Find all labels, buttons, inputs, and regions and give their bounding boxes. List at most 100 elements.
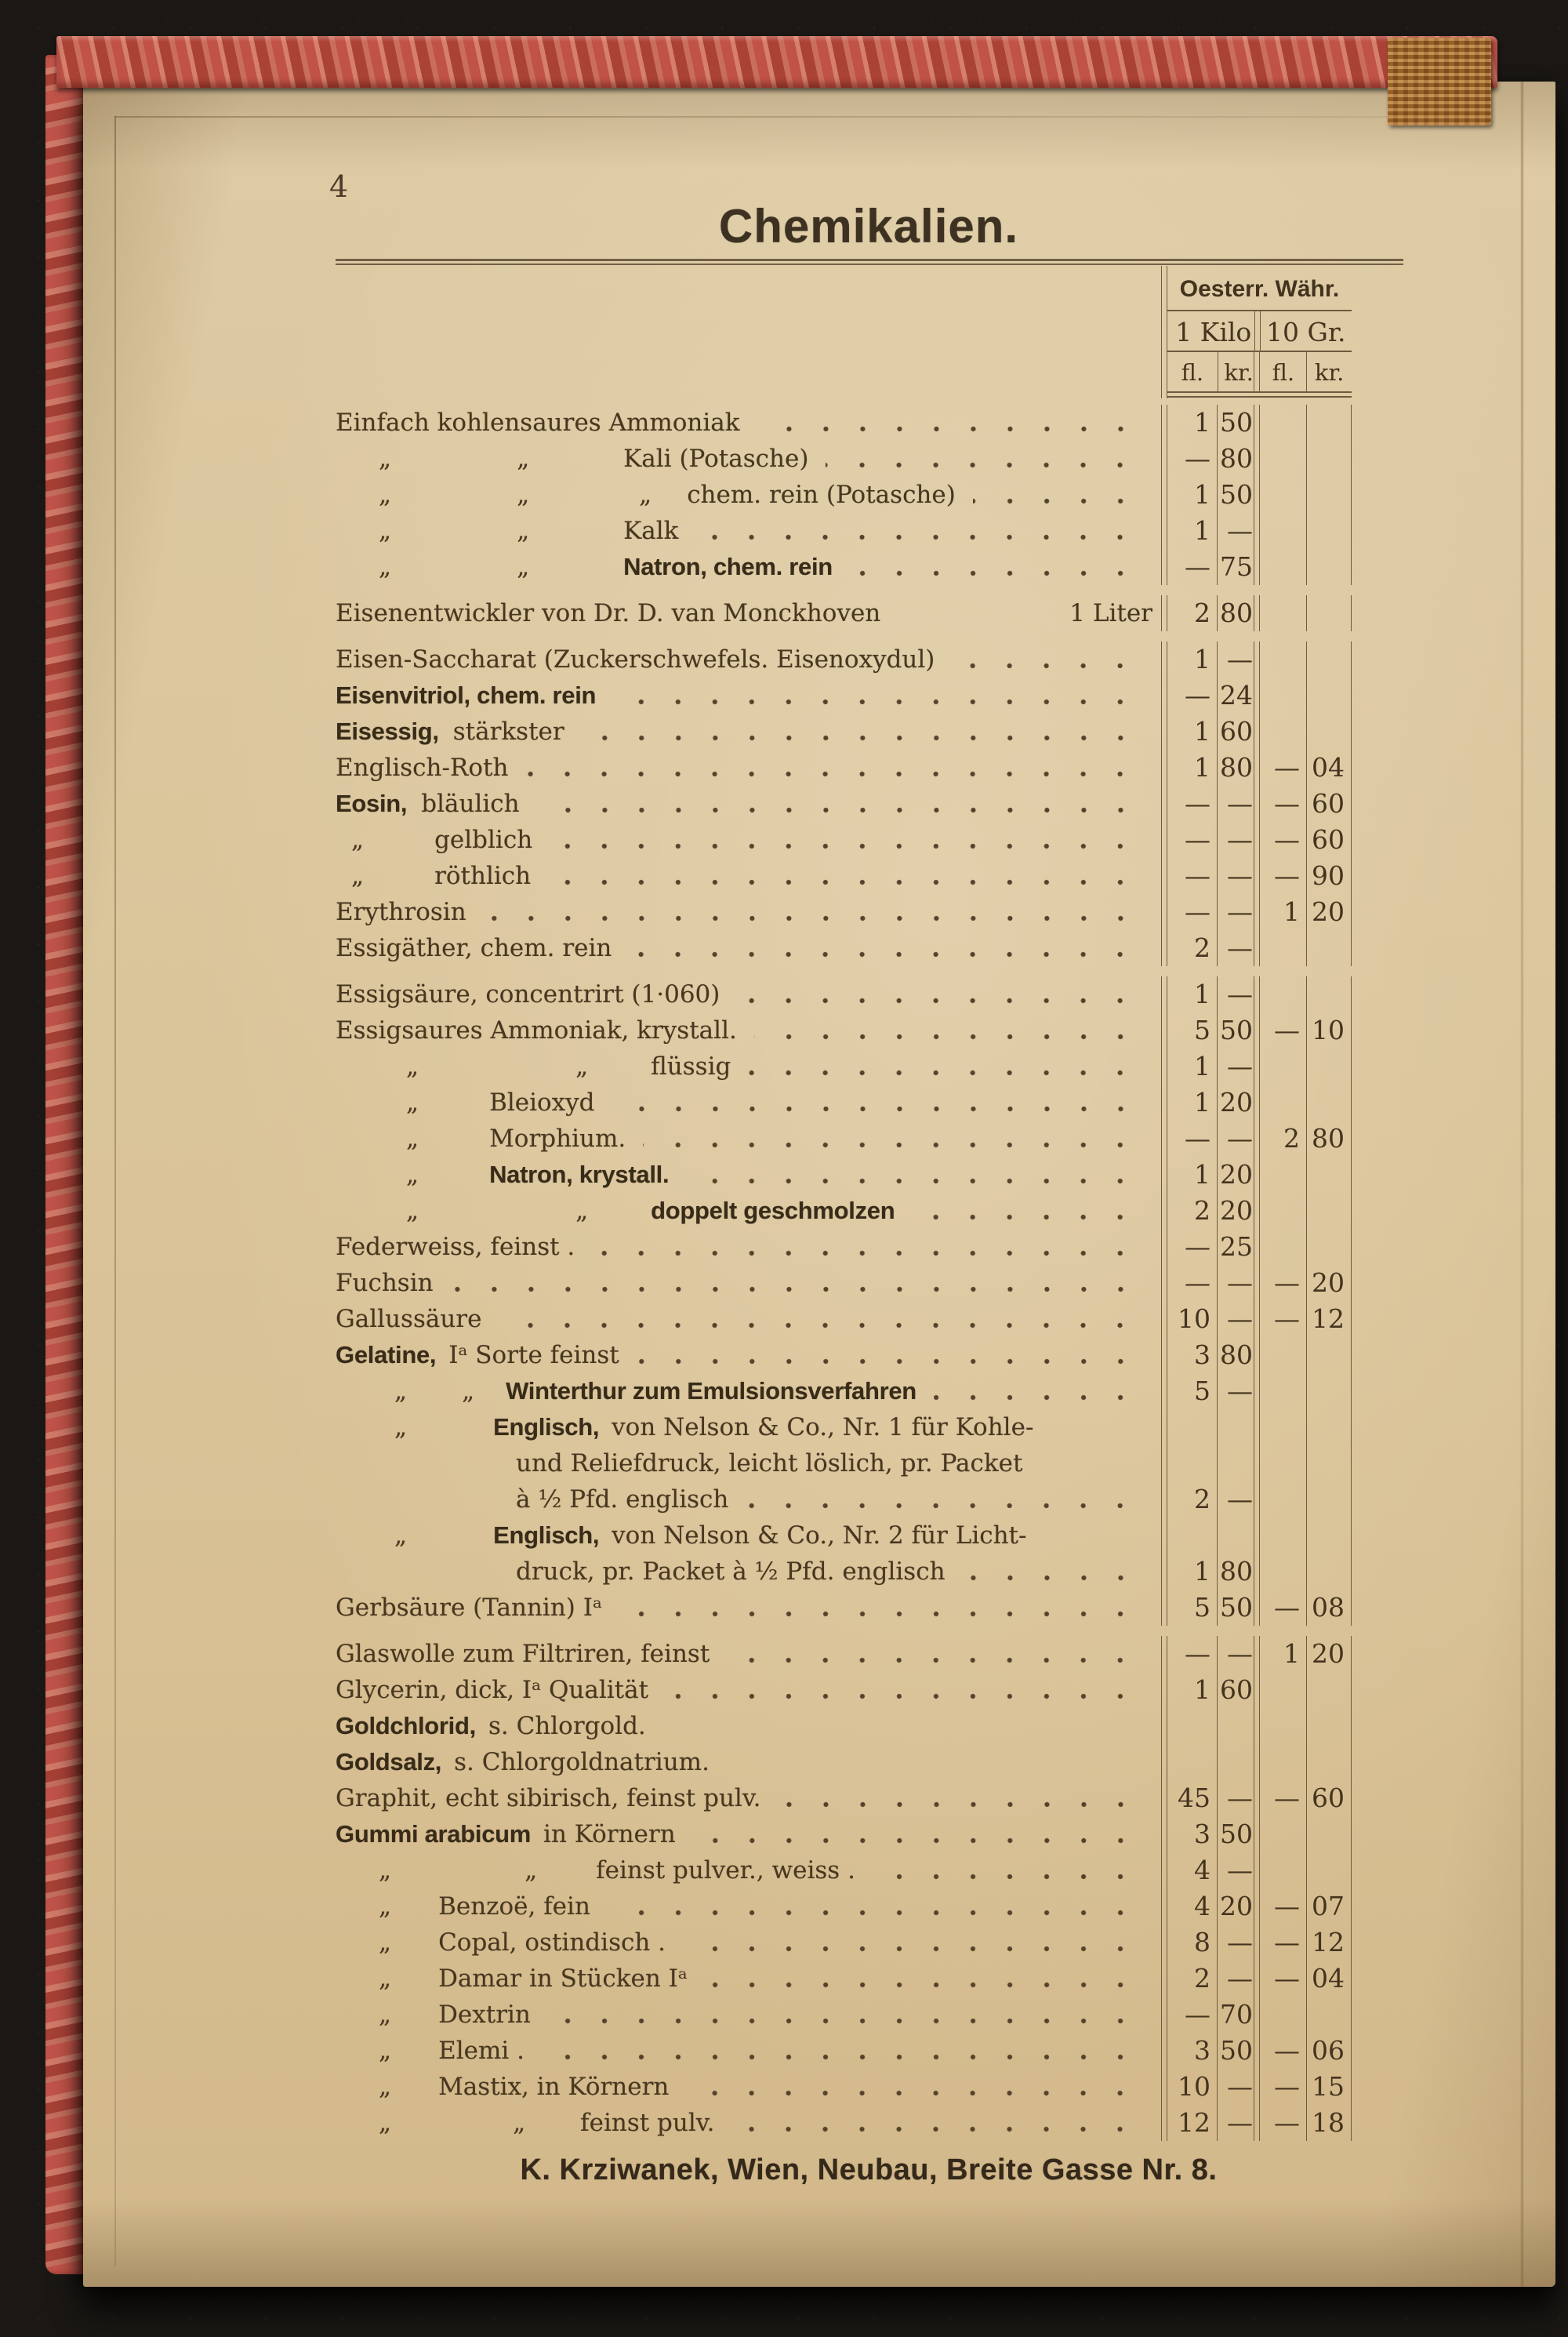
price-gr-fl [1254,1229,1306,1265]
price-gr-fl: — [1254,786,1306,822]
price-kilo-fl [1161,1744,1217,1780]
item-name-part: Eisessig, [336,718,439,745]
item-row: „ gelblich — — —60 [336,822,1352,858]
dots-leader [536,807,1154,813]
price-gr-fl [1254,595,1306,631]
item-name: Einfach kohlensaures Ammoniak [336,405,1167,441]
ditto-mark: „ [351,862,365,890]
price-gr-fl [1254,405,1306,441]
item-name: „ Englisch, von Nelson & Co., Nr. 1 für Ko… [336,1409,1167,1445]
item-row: Eisenvitriol, chem. rein —24 [336,678,1352,714]
item-name: „ „ feinst pulv. [336,2105,1167,2141]
dots-leader [547,2018,1154,2024]
price-kilo-kr [1217,1517,1259,1554]
item-row: Gummi arabicum in Körnern 3 50 [336,1816,1352,1852]
item-name-part: Englisch, [493,1413,600,1441]
price-gr-kr [1306,1049,1352,1085]
dots-leader [692,1837,1154,1844]
item-name-part: s. Chlorgoldnatrium. [454,1748,710,1776]
price-kilo-fl [1161,1445,1217,1481]
price-kilo-kr: — [1217,1961,1259,1997]
price-kilo-kr: — [1217,1301,1259,1337]
item-name-part: chem. rein (Potasche) [687,481,956,509]
ditto-mark: „ [394,1377,408,1405]
price-kilo-fl: — [1161,549,1217,585]
currency-header-box: Oesterr. Währ. 1 Kilo 10 Gr. fl. kr. fl.… [1161,266,1352,398]
item-name-part: Iᵃ Sorte feinst [448,1341,619,1369]
unit-header-row: 1 Kilo 10 Gr. [1167,311,1352,352]
item-name-part: Natron, chem. rein [623,553,833,580]
price-gr-kr: 12 [1306,1301,1352,1337]
item-name: „ „ „ chem. rein (Potasche) [336,477,1167,513]
item-name-part: Goldchlorid, [336,1712,476,1739]
price-kilo-fl: — [1161,441,1217,477]
item-row: druck, pr. Packet à ½ Pfd. englisch 1 80 [336,1554,1352,1590]
ditto-mark: „ [379,1928,392,1957]
item-name-part: à ½ Pfd. englisch [516,1485,729,1514]
item-row: „ „ flüssig 1— [336,1049,1352,1085]
price-gr-fl [1254,930,1306,966]
price-kilo-kr: — [1217,2105,1259,2141]
book-left-cover-edge [45,55,86,2274]
item-row: „ „ Kalk 1— [336,513,1352,549]
price-kilo-kr: 20 [1217,1085,1259,1121]
item-name: Eosin, bläulich [336,786,1167,822]
ditto-mark: „ [379,2001,392,2029]
price-gr-fl [1254,513,1306,549]
price-kilo-fl: 2 [1161,595,1217,631]
item-row: Graphit, echt sibirisch, feinst pulv. 45—… [336,1780,1352,1816]
item-name: à ½ Pfd. englisch [336,1481,1167,1517]
item-name: Essigsaures Ammoniak, krystall. [336,1012,1167,1049]
price-gr-kr [1306,1085,1352,1121]
price-gr-kr: 60 [1306,786,1352,822]
item-row: „ „ Natron, chem. rein —75 [336,549,1352,585]
price-kilo-kr: — [1217,1121,1259,1157]
dots-leader [607,1910,1154,1916]
item-name-part: und Reliefdruck, leicht löslich, pr. Pac… [516,1449,1023,1477]
item-name-part: Glaswolle zum Filtriren, feinst [336,1640,710,1668]
item-row: „ Damar in Stücken Iᵃ 2— —04 [336,1961,1352,1997]
dots-leader [629,951,1154,958]
price-kilo-fl: 1 [1161,714,1217,750]
item-name-part: s. Chlorgold. [488,1712,646,1740]
price-gr-fl [1254,714,1306,750]
item-name-part: von Nelson & Co., Nr. 2 für Licht- [612,1521,1027,1550]
price-kilo-kr: 60 [1217,1672,1259,1708]
dots-leader [727,1657,1154,1663]
price-gr-fl [1254,1816,1306,1852]
item-name-part: Gelatine, [336,1341,437,1368]
price-kilo-fl: — [1161,1265,1217,1301]
catalog-page: 4 Chemikalien. Oesterr. Währ. 1 Kilo 10 … [83,82,1555,2287]
price-gr-fl [1254,1445,1306,1481]
item-name: „ gelblich [336,822,1167,858]
dots-leader [581,735,1154,741]
dots-leader [826,462,1154,468]
table-header: Oesterr. Währ. 1 Kilo 10 Gr. fl. kr. fl.… [336,266,1352,398]
price-kilo-fl: 5 [1161,1012,1217,1049]
item-name: „ „ Kali (Potasche) [336,441,1167,477]
price-kilo-kr: 20 [1217,1888,1259,1924]
price-gr-fl: — [1254,750,1306,786]
ditto-mark: „ [379,1892,392,1921]
item-name: Eisenvitriol, chem. rein [336,678,1167,714]
price-gr-kr [1306,549,1352,585]
price-gr-kr: 15 [1306,2069,1352,2105]
dots-leader [704,1982,1154,1988]
price-gr-fl: — [1254,1780,1306,1816]
price-gr-fl [1254,1337,1306,1373]
ditto-mark: „ [351,826,365,854]
item-name: „ Morphium. [336,1121,1167,1157]
item-row: Eosin, bläulich — — —60 [336,786,1352,822]
dots-leader [550,843,1154,849]
price-gr-fl [1254,1672,1306,1708]
dots-leader [757,426,1154,432]
price-kilo-fl: 2 [1161,930,1217,966]
price-gr-fl [1254,477,1306,513]
ditto-mark: „ [462,1377,475,1405]
price-gr-kr: 20 [1306,1265,1352,1301]
price-kilo-fl: 2 [1161,1193,1217,1229]
item-name: „ Mastix, in Körnern [336,2069,1167,2105]
price-kilo-fl: 5 [1161,1373,1217,1409]
price-kilo-fl: 3 [1161,1816,1217,1852]
item-name-part: Englisch, [493,1521,600,1549]
